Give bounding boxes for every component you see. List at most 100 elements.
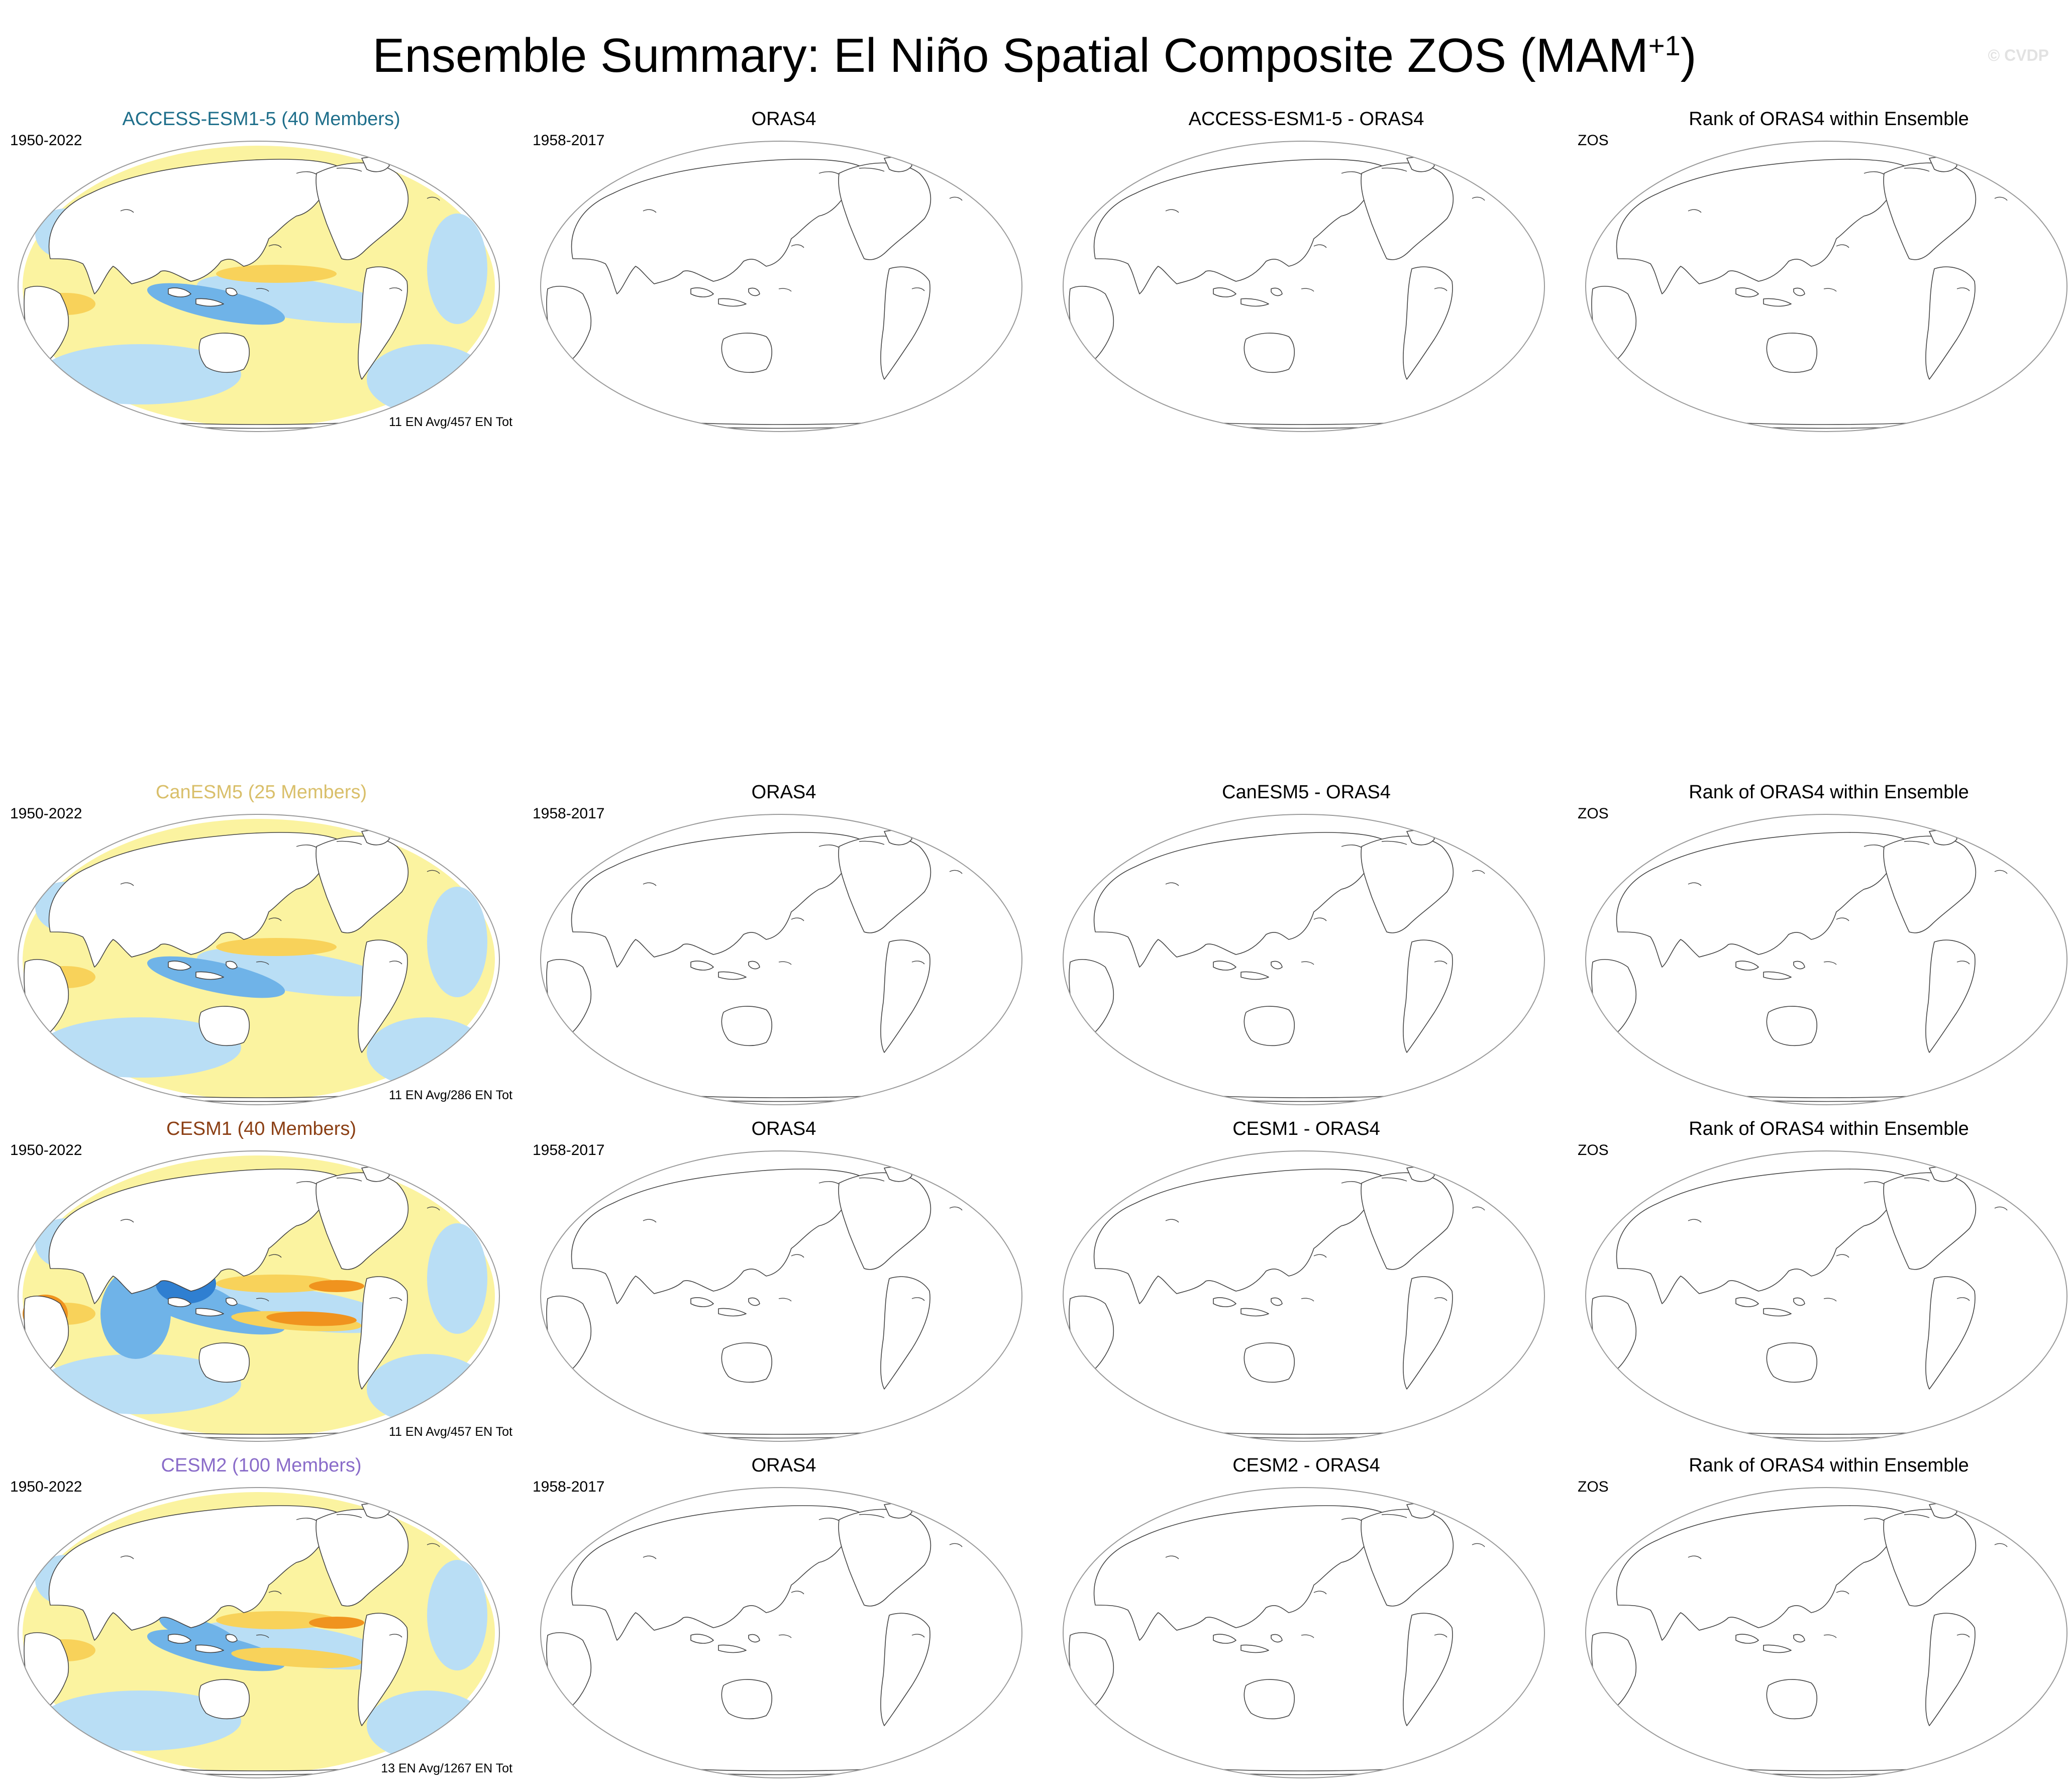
panel-period: 1950-2022: [10, 805, 82, 822]
maritime-islands-land: [168, 961, 238, 980]
island-coastline: [1165, 209, 1179, 213]
panel-period: 1958-2017: [533, 805, 605, 822]
map-svg: [540, 1150, 1022, 1442]
panel-rank-cesm1: Rank of ORAS4 within Ensemble ZOS: [1578, 1118, 2069, 1442]
australia-land: [1766, 1006, 1817, 1046]
island-coastline: [778, 288, 792, 292]
island-coastline: [818, 171, 840, 175]
map-field: [23, 819, 495, 1102]
panel-diff-canesm5: CanESM5 - ORAS4: [1055, 781, 1558, 1105]
negative-anomaly-patch: [367, 1354, 487, 1424]
island-coastline: [643, 209, 657, 213]
maritime-islands-land: [690, 961, 760, 980]
island-coastline: [1836, 1591, 1849, 1595]
panel-rank-access: Rank of ORAS4 within Ensemble ZOS: [1578, 108, 2069, 432]
australia-land: [198, 1679, 250, 1720]
negative-anomaly-patch: [427, 214, 487, 324]
island-coastline: [1341, 1181, 1362, 1185]
island-coastline: [120, 209, 134, 213]
maritime-islands-land: [1213, 1297, 1283, 1317]
asia-europe-land: [1093, 159, 1385, 294]
island-coastline: [859, 167, 885, 172]
island-coastline: [1381, 1177, 1407, 1182]
asia-europe-land: [571, 1505, 863, 1641]
africa-land: [1591, 1632, 1637, 1711]
north-america-land: [1361, 1509, 1454, 1607]
maritime-islands-land: [168, 1297, 238, 1317]
negative-anomaly-patch: [427, 1560, 487, 1670]
north-america-land: [838, 1509, 932, 1607]
panel-diff-access: ACCESS-ESM1-5 - ORAS4: [1055, 108, 1558, 432]
asia-europe-land: [1093, 1169, 1385, 1304]
africa-land: [546, 959, 592, 1038]
island-coastline: [336, 1514, 362, 1518]
australia-land: [198, 1342, 250, 1383]
panel-title: CESM2 (100 Members): [161, 1455, 362, 1476]
south-america-land: [1925, 939, 1976, 1053]
south-america-land: [1403, 1613, 1453, 1726]
map: [538, 811, 1025, 1108]
panel-title: Rank of ORAS4 within Ensemble: [1689, 109, 1969, 130]
panel-title: ORAS4: [751, 782, 816, 803]
africa-land: [1069, 1296, 1114, 1375]
panel-model-cesm2: CESM2 (100 Members) 1950-2022 13 EN Avg/…: [10, 1454, 512, 1778]
map: [1583, 138, 2069, 435]
north-america-land: [1361, 1172, 1454, 1270]
map-svg: [540, 1487, 1022, 1778]
island-coastline: [1301, 961, 1314, 965]
island-coastline: [859, 840, 885, 845]
map-border: [1585, 1487, 2067, 1778]
antarctica-land: [1658, 416, 1995, 429]
negative-anomaly-patch: [196, 274, 396, 324]
south-america-land: [358, 1613, 408, 1726]
positive-anomaly-patch: [309, 1617, 364, 1629]
negative-anomaly-patch: [367, 1691, 487, 1761]
map-field: [1069, 157, 1485, 429]
panel-title: CanESM5 - ORAS4: [1222, 782, 1391, 803]
island-coastline: [1864, 1518, 1885, 1521]
australia-land: [721, 1679, 772, 1720]
island-coastline: [911, 1634, 925, 1638]
australia-land: [1244, 333, 1295, 373]
panel-note: 13 EN Avg/1267 EN Tot: [381, 1761, 512, 1775]
negative-anomaly-patch: [427, 887, 487, 997]
map-svg: [1585, 141, 2067, 432]
map: [538, 1148, 1025, 1444]
island-coastline: [1956, 1634, 1970, 1638]
island-coastline: [949, 196, 963, 201]
island-coastline: [911, 287, 925, 291]
panel-title: CESM2 - ORAS4: [1232, 1455, 1380, 1476]
map-border: [540, 814, 1022, 1105]
island-coastline: [949, 870, 963, 874]
map-border: [540, 141, 1022, 432]
negative-anomaly-patch: [40, 344, 241, 404]
australia-land: [1766, 333, 1817, 373]
island-coastline: [1904, 840, 1930, 845]
australia-land: [1766, 1679, 1817, 1720]
maritime-islands-land: [690, 287, 760, 307]
australia-land: [721, 1006, 772, 1046]
island-coastline: [1313, 917, 1327, 921]
panel-period: 1958-2017: [533, 1142, 605, 1158]
island-coastline: [1836, 1254, 1849, 1258]
south-america-land: [1403, 1276, 1453, 1390]
map: [1060, 811, 1547, 1108]
australia-land: [1244, 1679, 1295, 1720]
map: [538, 138, 1025, 435]
map: [1583, 1148, 2069, 1444]
island-coastline: [256, 288, 269, 292]
island-coastline: [296, 1518, 317, 1521]
island-coastline: [1994, 1543, 2008, 1547]
positive-anomaly-patch: [216, 1275, 337, 1293]
island-coastline: [427, 1543, 440, 1547]
south-america-land: [1403, 939, 1453, 1053]
island-coastline: [1341, 1518, 1362, 1521]
island-coastline: [643, 882, 657, 886]
island-coastline: [268, 917, 282, 921]
negative-anomaly-patch: [100, 1269, 171, 1359]
map-svg: [1585, 814, 2067, 1105]
island-coastline: [1823, 288, 1837, 292]
negative-anomaly-patch: [196, 947, 396, 997]
island-coastline: [389, 961, 402, 965]
maritime-islands-land: [168, 287, 238, 307]
